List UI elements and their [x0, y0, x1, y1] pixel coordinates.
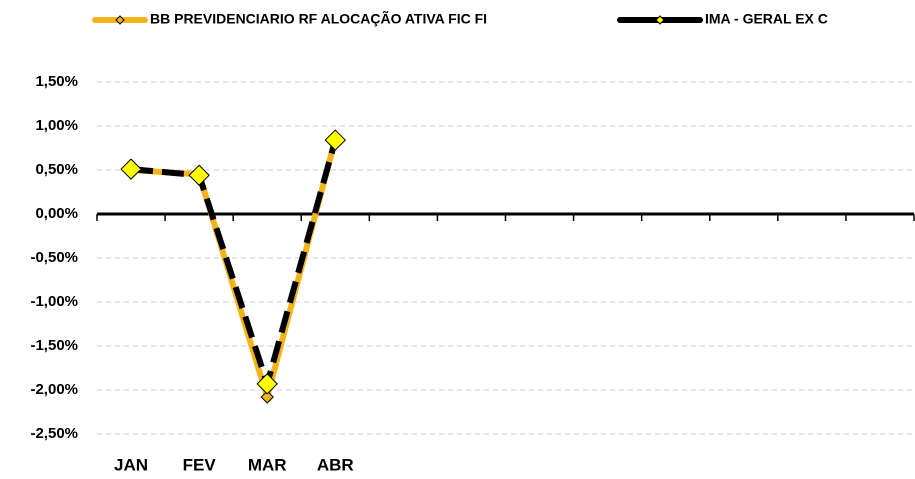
y-tick-label: -1,50% — [30, 337, 78, 354]
series-line — [130, 139, 339, 387]
y-tick-label: 0,50% — [35, 161, 78, 178]
x-tick-label: FEV — [183, 455, 217, 474]
series-line — [130, 138, 339, 401]
legend-marker — [115, 15, 125, 25]
y-tick-label: 1,00% — [35, 117, 78, 134]
legend-label: IMA - GERAL EX C — [705, 11, 828, 27]
y-tick-label: -2,50% — [30, 425, 78, 442]
marker — [324, 129, 346, 151]
x-tick-label: JAN — [114, 455, 148, 474]
y-tick-label: -2,00% — [30, 381, 78, 398]
marker — [188, 164, 210, 186]
marker — [260, 390, 274, 404]
marker — [120, 158, 142, 180]
y-tick-label: 0,00% — [35, 205, 78, 222]
x-tick-label: MAR — [248, 455, 287, 474]
legend-marker — [655, 15, 665, 25]
y-tick-label: 1,50% — [35, 73, 78, 90]
legend-label: BB PREVIDENCIARIO RF ALOCAÇÃO ATIVA FIC … — [150, 10, 487, 27]
y-tick-label: -1,00% — [30, 293, 78, 310]
y-tick-label: -0,50% — [30, 249, 78, 266]
x-tick-label: ABR — [317, 455, 354, 474]
marker — [256, 373, 278, 395]
